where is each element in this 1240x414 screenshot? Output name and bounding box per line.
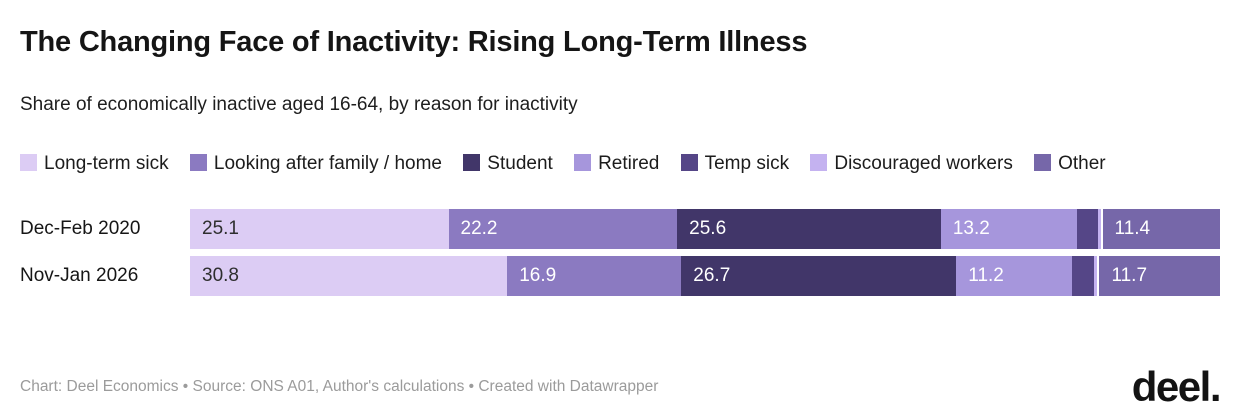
- legend: Long-term sick Looking after family / ho…: [20, 146, 1210, 181]
- legend-swatch: [189, 154, 207, 172]
- legend-swatch: [463, 154, 481, 172]
- bar-segment: [1094, 256, 1100, 297]
- bar-segment: 13.2: [940, 209, 1077, 250]
- segment-value-label: 25.1: [202, 218, 239, 240]
- legend-item-label: Temp sick: [704, 153, 790, 175]
- segment-value-label: 11.7: [1111, 265, 1148, 287]
- footer: Chart: Deel Economics • Source: ONS A01,…: [20, 363, 1222, 411]
- stacked-bar-chart: Dec-Feb 2020 25.1 22.2 25.6 13.2 11.4 Nov-Jan …: [20, 209, 1220, 297]
- segment-value-label: 11.4: [1114, 218, 1151, 240]
- legend-item-label: Long-term sick: [44, 153, 169, 175]
- legend-swatch: [20, 154, 37, 172]
- legend-swatch: [810, 154, 828, 172]
- legend-swatch: [1034, 154, 1052, 172]
- legend-item: Looking after family / home: [189, 153, 443, 175]
- segment-value-label: 16.9: [519, 265, 557, 287]
- legend-item-label: Student: [487, 153, 553, 175]
- deel-logo: deel.: [1131, 363, 1222, 411]
- bar-row: Nov-Jan 2026 30.8 16.9 26.7 11.2 11.7: [20, 256, 1220, 297]
- bar-segment: [1098, 209, 1103, 250]
- legend-item: Retired: [574, 153, 659, 174]
- bar-segment: 16.9: [507, 256, 682, 297]
- bar-segment: [1076, 209, 1099, 250]
- bar-segment: 25.1: [190, 209, 449, 250]
- segment-value-label: 26.7: [693, 265, 731, 287]
- row-label: Nov-Jan 2026: [20, 265, 139, 287]
- bar-segment: 11.4: [1102, 209, 1220, 250]
- legend-item-label: Other: [1058, 153, 1106, 175]
- bar-row: Dec-Feb 2020 25.1 22.2 25.6 13.2 11.4: [20, 209, 1220, 250]
- legend-item-label: Retired: [598, 153, 660, 175]
- attribution-text: Chart: Deel Economics • Source: ONS A01,…: [20, 378, 659, 395]
- bar-track: 25.1 22.2 25.6 13.2 11.4: [190, 209, 1220, 250]
- segment-value-label: 11.2: [968, 265, 1004, 287]
- legend-item-label: Discouraged workers: [834, 153, 1013, 175]
- chart-title: The Changing Face of Inactivity: Rising …: [20, 26, 808, 58]
- row-label: Dec-Feb 2020: [20, 218, 141, 240]
- legend-item: Long-term sick: [20, 153, 169, 174]
- legend-swatch: [680, 154, 698, 172]
- segment-value-label: 13.2: [952, 218, 990, 240]
- segment-value-label: 30.8: [202, 265, 239, 287]
- legend-item: Other: [1034, 153, 1106, 174]
- legend-item: Student: [463, 153, 553, 174]
- legend-item: Discouraged workers: [810, 153, 1013, 175]
- segment-value-label: 22.2: [460, 218, 498, 240]
- chart-subtitle: Share of economically inactive aged 16-6…: [20, 94, 578, 116]
- legend-swatch: [574, 154, 592, 172]
- segment-value-label: 25.6: [689, 218, 727, 240]
- bar-segment: [1071, 256, 1095, 297]
- bar-segment: 25.6: [677, 209, 941, 250]
- bar-track: 30.8 16.9 26.7 11.2 11.7: [190, 256, 1220, 297]
- legend-item-label: Looking after family / home: [213, 153, 443, 175]
- bar-segment: 26.7: [681, 256, 957, 297]
- bar-segment: 30.8: [190, 256, 508, 297]
- bar-segment: 11.2: [956, 256, 1072, 297]
- bar-segment: 11.7: [1099, 256, 1220, 297]
- bar-segment: 22.2: [448, 209, 678, 250]
- legend-item: Temp sick: [680, 153, 790, 175]
